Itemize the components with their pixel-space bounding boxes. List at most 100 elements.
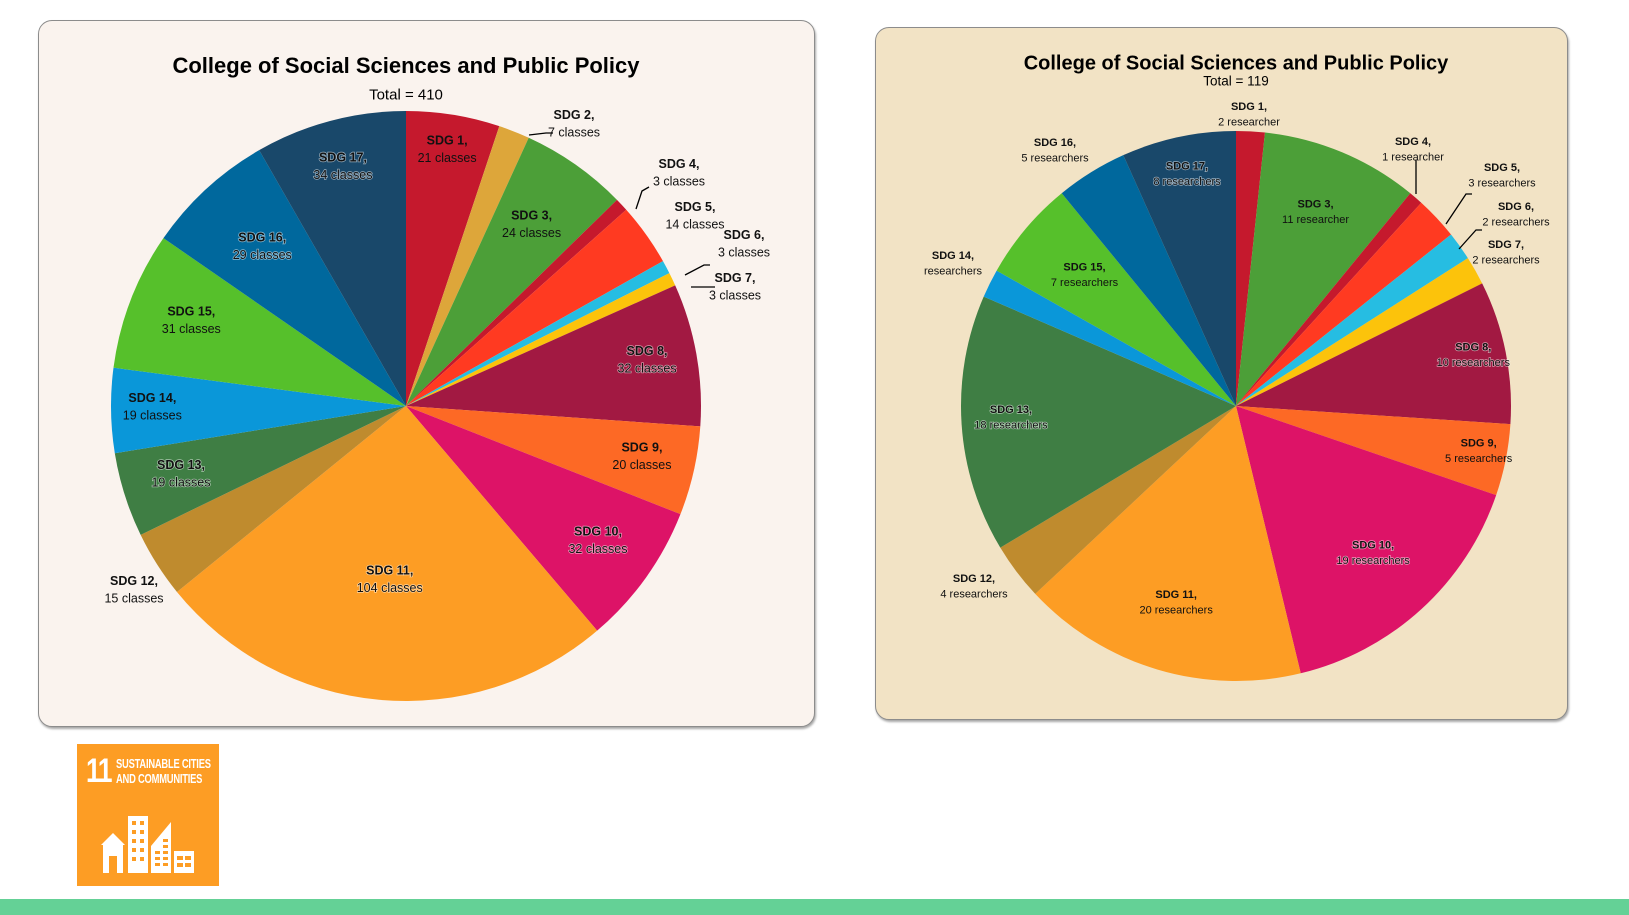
data-label-value-sdg-14: researchers [924, 265, 983, 277]
data-label-name-sdg-1: SDG 1, [1231, 101, 1267, 113]
data-label-value-sdg-8: 32 classes [618, 362, 677, 376]
pie-slice-sdg-17 [1123, 131, 1236, 406]
data-label-value-sdg-8: 10 researchers [1437, 357, 1511, 369]
data-label-value-sdg-13: 18 researchers [974, 419, 1048, 431]
leader-line-sdg-6 [684, 264, 710, 276]
sdg-11-logo: 11 SUSTAINABLE CITIES AND COMMUNITIES [77, 744, 219, 886]
pie-slice-sdg-2 [406, 126, 529, 406]
pie-slice-sdg-9 [1236, 406, 1511, 496]
left-chart-panel: College of Social Sciences and Public Po… [38, 20, 815, 727]
pie-slice-sdg-8 [406, 285, 701, 427]
data-label-value-sdg-3: 11 researcher [1282, 214, 1349, 226]
pie-slice-sdg-10 [406, 406, 681, 631]
data-label-name-sdg-16: SDG 16, [1034, 137, 1076, 149]
data-label-value-sdg-5: 14 classes [665, 218, 724, 232]
pie-slice-sdg-13 [114, 406, 406, 535]
pie-slice-sdg-10 [1236, 406, 1497, 674]
data-label-value-sdg-1: 21 classes [418, 151, 477, 165]
data-label-name-sdg-4: SDG 4, [659, 157, 700, 171]
pie-slice-sdg-16 [163, 150, 406, 406]
pie-slice-sdg-16 [1061, 155, 1236, 406]
data-label-name-sdg-7: SDG 7, [715, 271, 756, 285]
data-label-value-sdg-5: 3 researchers [1468, 177, 1536, 189]
data-label-name-sdg-16: SDG 16, [238, 231, 286, 245]
pie-slices [111, 111, 701, 701]
pie-slice-sdg-5 [406, 209, 663, 406]
pie-slice-sdg-7 [1236, 258, 1483, 406]
data-label-name-sdg-3: SDG 3, [511, 208, 552, 222]
data-label-value-sdg-6: 2 researchers [1482, 216, 1550, 228]
data-label-value-sdg-11: 20 researchers [1139, 605, 1213, 617]
data-label-name-sdg-4: SDG 4, [1395, 136, 1431, 148]
chart-total: Total = 119 [1203, 74, 1268, 89]
city-buildings-icon [101, 816, 194, 873]
pie-slice-sdg-15 [113, 238, 406, 406]
leader-line-sdg-6 [1458, 229, 1482, 250]
data-label-name-sdg-1: SDG 1, [427, 134, 468, 148]
data-label-value-sdg-7: 2 researchers [1472, 254, 1540, 266]
left-pie-chart: College of Social Sciences and Public Po… [104, 53, 770, 701]
data-label-value-sdg-4: 1 researcher [1382, 151, 1444, 163]
pie-slice-sdg-3 [1236, 132, 1411, 406]
pie-slices [961, 131, 1511, 682]
chart-title: College of Social Sciences and Public Po… [172, 53, 640, 78]
data-label-name-sdg-17: SDG 17, [1166, 160, 1208, 172]
pie-slice-sdg-4 [1236, 193, 1422, 406]
data-label-name-sdg-8: SDG 8, [627, 344, 668, 358]
data-label-name-sdg-3: SDG 3, [1298, 199, 1334, 211]
data-label-name-sdg-2: SDG 2, [554, 108, 595, 122]
data-label-value-sdg-14: 19 classes [123, 408, 182, 422]
sdg-logo-text-line2: AND COMMUNITIES [116, 771, 203, 786]
data-label-name-sdg-11: SDG 11, [1155, 589, 1197, 601]
pie-slice-sdg-11 [176, 406, 598, 701]
data-label-value-sdg-7: 3 classes [709, 289, 761, 303]
data-label-name-sdg-14: SDG 14, [128, 391, 176, 405]
leader-line-sdg-2 [528, 132, 553, 136]
pie-labels: SDG 1, 2 researcher SDG 3, 11 researcher SDG… [924, 101, 1550, 617]
data-label-value-sdg-15: 31 classes [162, 322, 221, 336]
pie-slice-sdg-4 [406, 199, 627, 406]
right-chart-panel: College of Social Sciences and Public Po… [875, 27, 1568, 720]
data-label-value-sdg-2: 7 classes [548, 126, 600, 140]
data-label-value-sdg-15: 7 researchers [1051, 277, 1119, 289]
data-label-value-sdg-9: 20 classes [612, 458, 671, 472]
pie-slice-sdg-15 [996, 193, 1236, 406]
data-label-value-sdg-10: 32 classes [568, 542, 627, 556]
data-label-name-sdg-5: SDG 5, [675, 200, 716, 214]
data-label-value-sdg-13: 19 classes [151, 476, 210, 490]
data-label-value-sdg-1: 2 researcher [1218, 116, 1280, 128]
sdg-logo-text: SUSTAINABLE CITIES AND COMMUNITIES [116, 756, 211, 786]
leader-line-sdg-5 [1445, 193, 1472, 225]
data-label-value-sdg-12: 4 researchers [940, 588, 1008, 600]
data-label-value-sdg-6: 3 classes [718, 246, 770, 260]
data-label-name-sdg-6: SDG 6, [724, 228, 765, 242]
data-label-value-sdg-17: 34 classes [313, 168, 372, 182]
data-label-name-sdg-9: SDG 9, [1461, 438, 1497, 450]
data-label-name-sdg-7: SDG 7, [1488, 239, 1524, 251]
data-label-value-sdg-3: 24 classes [502, 226, 561, 240]
data-label-name-sdg-5: SDG 5, [1484, 162, 1520, 174]
data-label-name-sdg-13: SDG 13, [157, 458, 205, 472]
pie-slice-sdg-1 [1236, 131, 1265, 406]
data-label-name-sdg-13: SDG 13, [990, 404, 1032, 416]
pie-slice-sdg-14 [111, 367, 406, 454]
data-label-value-sdg-16: 29 classes [233, 248, 292, 262]
data-label-name-sdg-15: SDG 15, [1063, 262, 1105, 274]
data-label-value-sdg-10: 19 researchers [1336, 555, 1410, 567]
leader-line-sdg-4 [635, 186, 650, 210]
data-label-name-sdg-9: SDG 9, [621, 440, 662, 454]
data-label-value-sdg-9: 5 researchers [1445, 453, 1513, 465]
data-label-value-sdg-4: 3 classes [653, 175, 705, 189]
pie-slice-sdg-13 [961, 296, 1236, 548]
data-label-name-sdg-12: SDG 12, [110, 574, 158, 588]
pie-slice-sdg-1 [406, 111, 500, 406]
right-pie-chart: College of Social Sciences and Public Po… [924, 53, 1550, 682]
pie-slice-sdg-3 [406, 137, 617, 406]
data-label-value-sdg-16: 5 researchers [1021, 152, 1089, 164]
pie-labels: SDG 1, 21 classes SDG 2, 7 classes SDG 3, 24 … [104, 108, 770, 606]
data-label-name-sdg-10: SDG 10, [1352, 539, 1394, 551]
data-label-name-sdg-17: SDG 17, [319, 150, 367, 164]
sdg-logo-number: 11 [86, 752, 112, 790]
chart-total: Total = 410 [369, 86, 443, 103]
pie-slice-sdg-14 [983, 270, 1236, 406]
